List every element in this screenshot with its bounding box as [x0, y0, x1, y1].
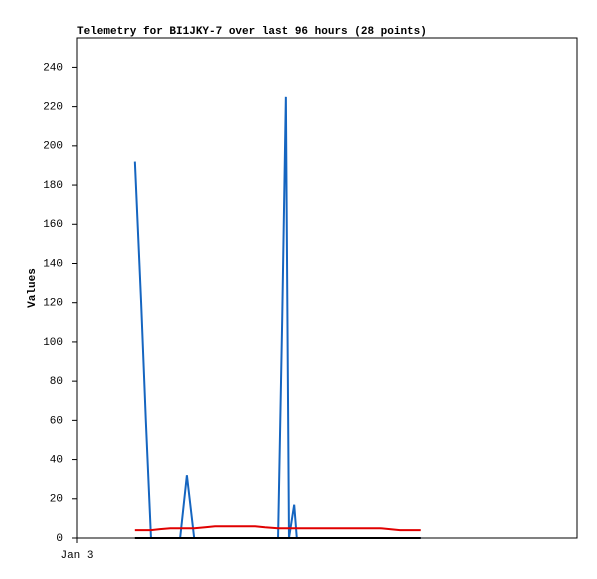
x-tick-label: Jan 3 — [60, 550, 93, 562]
y-tick-label: 20 — [50, 494, 63, 506]
y-tick-label: 240 — [43, 62, 63, 74]
chart-title: Telemetry for BI1JKY-7 over last 96 hour… — [77, 26, 427, 38]
y-tick-label: 180 — [43, 180, 63, 192]
y-tick-label: 0 — [56, 533, 63, 545]
y-tick-label: 120 — [43, 298, 63, 310]
series-line — [134, 525, 421, 532]
y-tick-label: 160 — [43, 219, 63, 231]
y-tick-label: 60 — [50, 415, 63, 427]
y-tick-label: 80 — [50, 376, 63, 388]
plot-frame — [76, 37, 578, 539]
y-tick-label: 140 — [43, 258, 63, 270]
y-axis-label: Values — [27, 268, 39, 308]
y-tick-label: 200 — [43, 141, 63, 153]
y-tick-label: 40 — [50, 454, 63, 466]
y-tick-label: 220 — [43, 102, 63, 114]
series-line — [133, 96, 421, 539]
y-tick-label: 100 — [43, 337, 63, 349]
